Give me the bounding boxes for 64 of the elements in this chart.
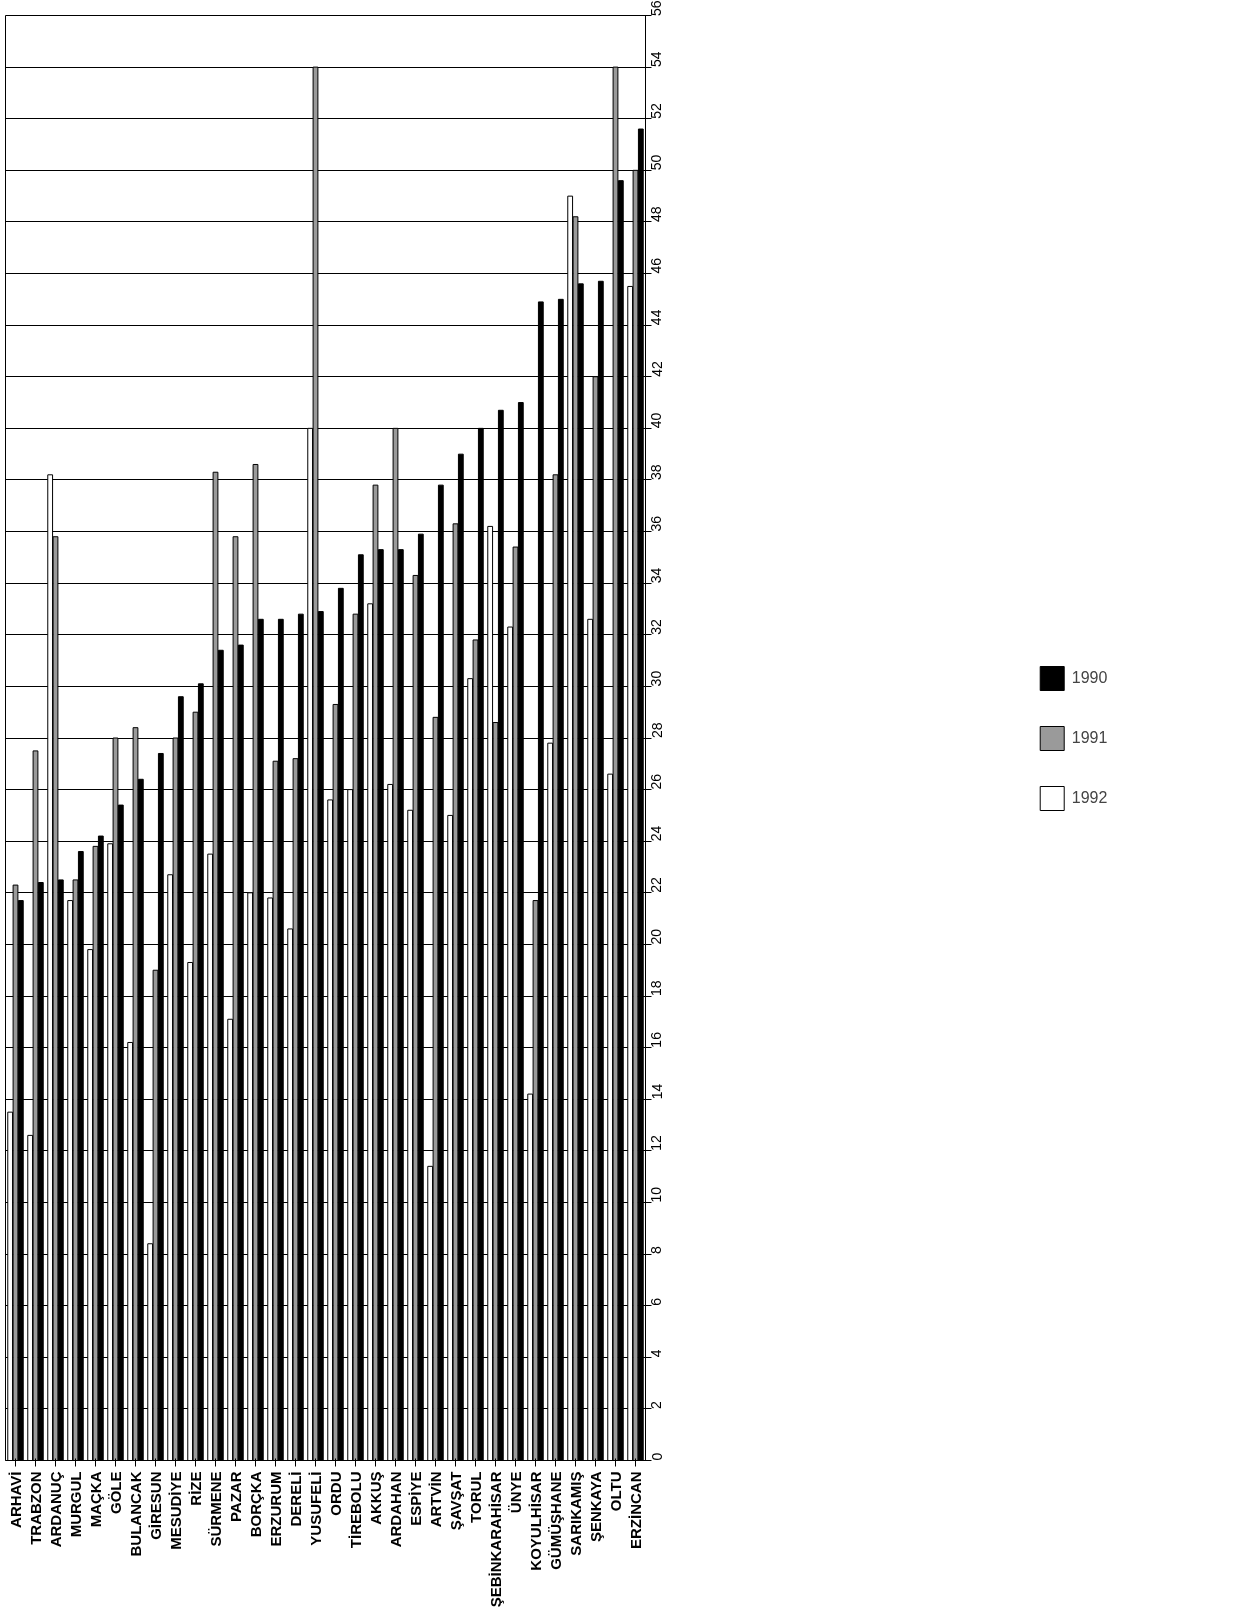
x-tick-label: TRABZON xyxy=(27,1471,44,1545)
y-tick-label: 54 xyxy=(648,51,665,68)
y-tick-label: 38 xyxy=(648,464,665,480)
x-tick-label: BULANCAK xyxy=(127,1471,144,1557)
x-tick-label: ŞAVŞAT xyxy=(447,1471,464,1531)
x-tick-label: MAÇKA xyxy=(87,1471,104,1528)
y-tick-label: 8 xyxy=(648,1246,665,1255)
y-tick-label: 50 xyxy=(648,154,665,171)
x-tick-label: DERELİ xyxy=(287,1471,304,1527)
y-tick-label: 52 xyxy=(648,102,665,119)
y-tick-label: 16 xyxy=(648,1031,665,1048)
y-tick-label: 44 xyxy=(648,309,665,326)
x-tick-label: ARDAHAN xyxy=(387,1471,404,1548)
legend-label: 1992 xyxy=(1071,788,1108,807)
x-tick-label: ŞENKAYA xyxy=(587,1471,604,1543)
y-tick-label: 28 xyxy=(648,722,665,738)
y-tick-label: 0 xyxy=(648,1452,665,1461)
legend-label: 1990 xyxy=(1071,668,1108,687)
x-tick-label: ERZURUM xyxy=(267,1471,284,1547)
x-tick-label: ŞEBİNKARAHİSAR xyxy=(487,1471,504,1608)
y-tick-label: 14 xyxy=(648,1083,665,1100)
x-tick-label: ARTVİN xyxy=(427,1471,444,1528)
x-tick-label: ORDU xyxy=(327,1471,344,1516)
x-tick-label: AKKUŞ xyxy=(367,1471,384,1525)
x-tick-label: ESPİYE xyxy=(407,1471,424,1526)
y-tick-label: 30 xyxy=(648,670,665,687)
x-tick-label: OLTU xyxy=(607,1471,624,1512)
y-tick-label: 24 xyxy=(648,825,665,842)
y-tick-label: 40 xyxy=(648,412,665,429)
y-tick-label: 56 xyxy=(648,0,665,17)
y-tick-label: 26 xyxy=(648,773,665,790)
x-tick-label: ARDANUÇ xyxy=(47,1471,64,1548)
x-tick-label: TİREBOLU xyxy=(347,1471,364,1549)
x-tick-label: ERZİNCAN xyxy=(627,1471,644,1549)
x-tick-label: MESUDİYE xyxy=(167,1471,184,1550)
y-tick-label: 32 xyxy=(648,619,665,635)
y-tick-label: 2 xyxy=(648,1400,665,1409)
x-tick-label: ÜNYE xyxy=(507,1471,524,1514)
y-tick-label: 42 xyxy=(648,360,665,377)
legend-label: 1991 xyxy=(1071,728,1108,747)
x-tick-label: BORÇKA xyxy=(247,1471,264,1538)
y-tick-label: 18 xyxy=(648,980,665,997)
y-tick-label: 34 xyxy=(648,567,665,584)
y-tick-label: 20 xyxy=(648,928,665,945)
y-tick-label: 4 xyxy=(648,1349,665,1358)
y-tick-label: 6 xyxy=(648,1297,665,1306)
x-tick-label: YUSUFELİ xyxy=(307,1471,324,1546)
x-tick-label: SARIKAMIŞ xyxy=(567,1471,584,1556)
x-tick-label: SÜRMENE xyxy=(207,1471,224,1547)
y-tick-label: 10 xyxy=(648,1186,665,1203)
y-tick-label: 46 xyxy=(648,257,665,274)
y-tick-label: 22 xyxy=(648,877,665,893)
x-tick-label: GÜMÜŞHANE xyxy=(547,1471,564,1570)
x-tick-label: GÖLE xyxy=(107,1471,124,1514)
x-tick-label: PAZAR xyxy=(227,1471,244,1523)
y-tick-label: 48 xyxy=(648,206,665,222)
x-tick-label: TORUL xyxy=(467,1471,484,1523)
x-tick-label: MURGUL xyxy=(67,1471,84,1538)
x-tick-label: KOYULHİSAR xyxy=(527,1471,544,1571)
y-tick-label: 36 xyxy=(648,515,665,532)
x-tick-label: GİRESUN xyxy=(147,1471,164,1540)
x-tick-label: ARHAVİ xyxy=(7,1471,24,1528)
y-tick-label: 12 xyxy=(648,1135,665,1151)
x-tick-label: RİZE xyxy=(187,1471,204,1506)
